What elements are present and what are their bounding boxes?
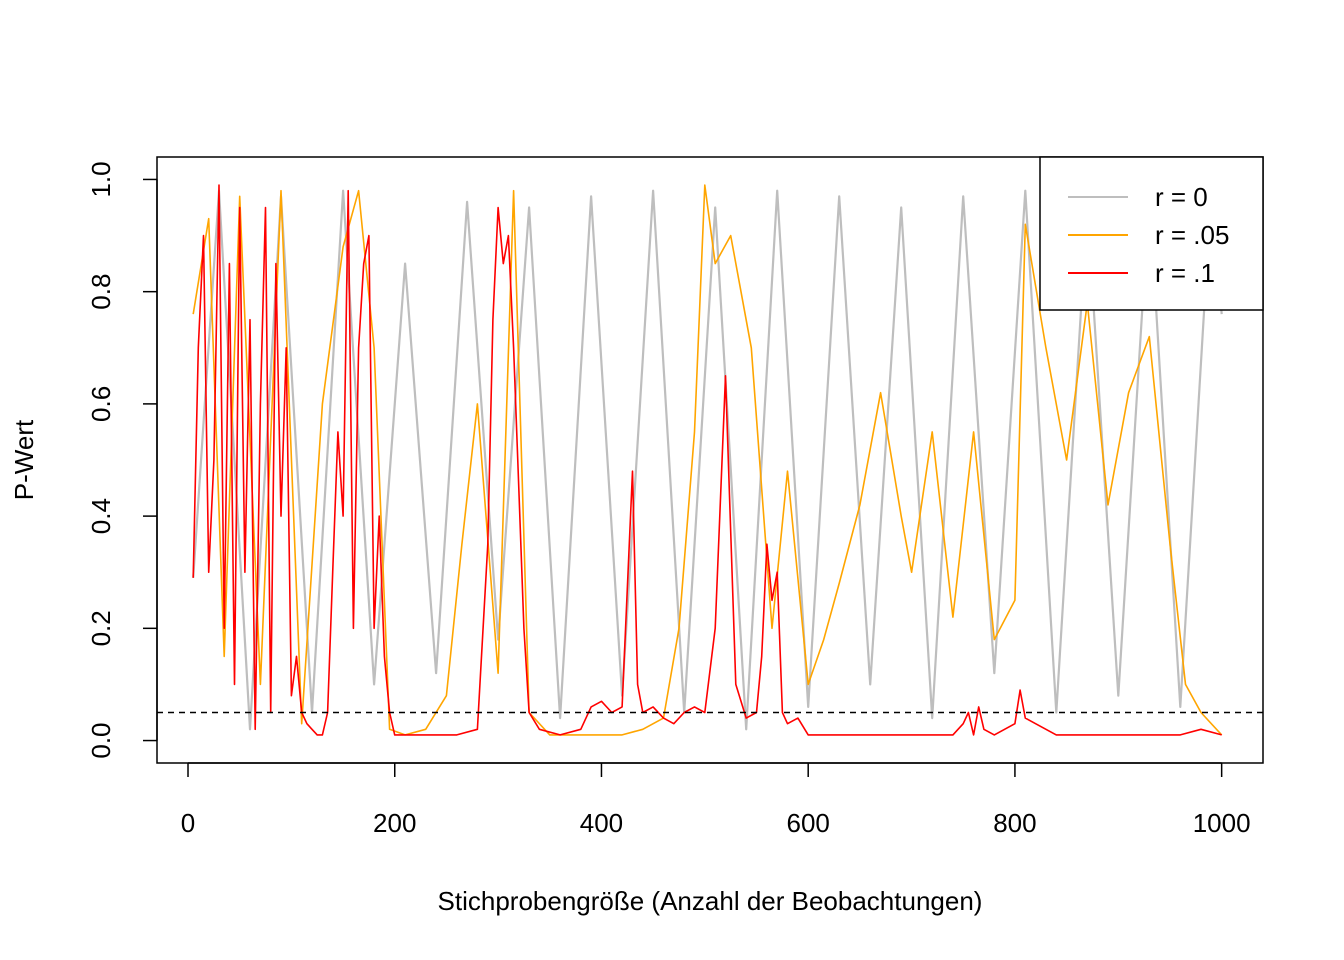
series-line-1 (192, 184, 1223, 736)
legend-label-0: r = 0 (1155, 182, 1208, 212)
x-axis: 0 200 400 600 800 1000 (181, 762, 1251, 838)
legend-box (1039, 156, 1264, 311)
x-tick-label: 800 (993, 808, 1036, 838)
y-tick-label: 1.0 (86, 161, 116, 197)
y-tick-label: 0.4 (86, 498, 116, 534)
series-layer (192, 184, 1223, 736)
x-axis-label: Stichprobengröße (Anzahl der Beobachtung… (438, 886, 983, 916)
y-tick-label: 0.6 (86, 386, 116, 422)
y-tick-label: 0.2 (86, 610, 116, 646)
x-tick-label: 600 (787, 808, 830, 838)
legend-label-1: r = .05 (1155, 220, 1229, 250)
y-tick-label: 0.8 (86, 274, 116, 310)
x-tick-label: 400 (580, 808, 623, 838)
legend-label-2: r = .1 (1155, 258, 1215, 288)
series-line-2 (192, 184, 1222, 736)
y-axis: 0.0 0.2 0.4 0.6 0.8 1.0 (86, 161, 158, 759)
x-tick-label: 0 (181, 808, 195, 838)
legend: r = 0 r = .05 r = .1 (1039, 156, 1264, 311)
y-axis-label: P-Wert (9, 419, 39, 500)
y-tick-label: 0.0 (86, 722, 116, 758)
series-line-0 (192, 189, 1223, 731)
x-tick-label: 1000 (1193, 808, 1251, 838)
x-tick-label: 200 (373, 808, 416, 838)
